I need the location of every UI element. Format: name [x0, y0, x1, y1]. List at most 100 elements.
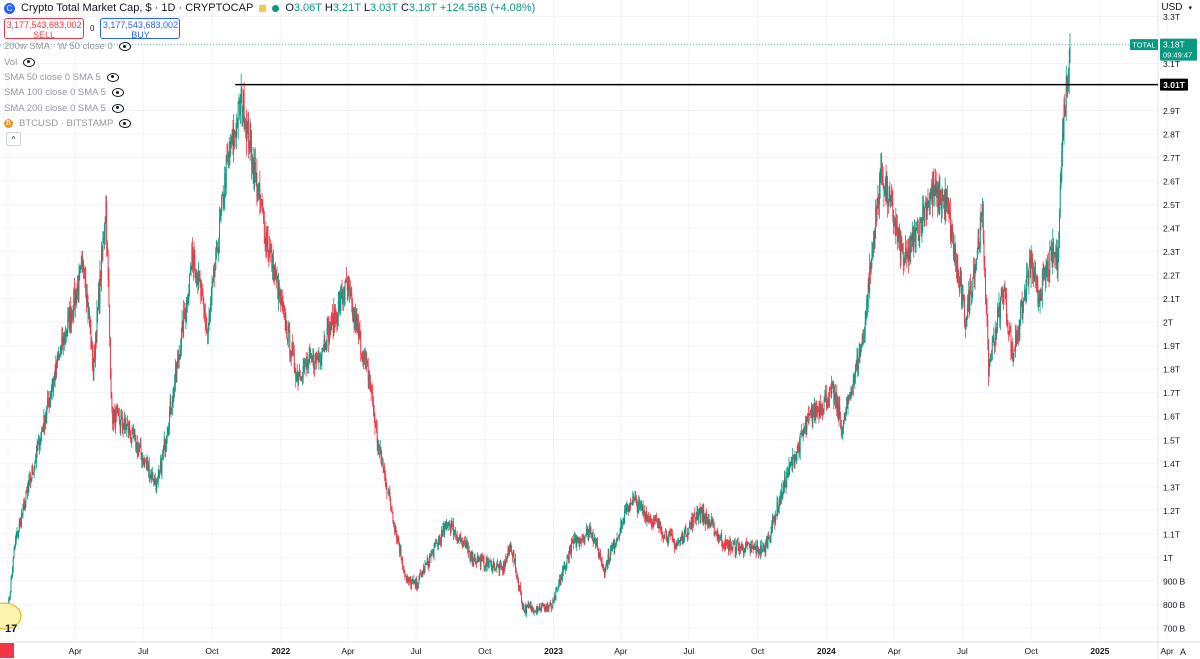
- indicator-200w-sma[interactable]: 200w SMA · W 50 close 0: [4, 39, 704, 54]
- candle-body: [999, 302, 1001, 319]
- candle-body: [72, 315, 74, 317]
- candle-body: [740, 544, 742, 548]
- candle-body: [883, 186, 885, 194]
- candle-body: [157, 475, 159, 482]
- sell-button[interactable]: 3,177,543,683,002 SELL: [4, 18, 84, 40]
- candle-body: [937, 184, 939, 209]
- compare-btcusd[interactable]: B BTCUSD · BITSTAMP: [4, 116, 704, 131]
- candle-body: [441, 530, 443, 532]
- candle-body: [114, 410, 116, 428]
- candle-body: [70, 308, 72, 324]
- candle-body: [590, 527, 592, 534]
- candle-body: [83, 262, 84, 273]
- candle-body: [230, 137, 232, 155]
- candle-body: [866, 299, 868, 313]
- eye-icon[interactable]: [111, 88, 124, 98]
- eye-icon[interactable]: [119, 119, 132, 129]
- candle-body: [89, 310, 90, 326]
- buy-button[interactable]: 3,177,543,683,002 BUY: [100, 18, 181, 40]
- candle-body: [231, 130, 233, 144]
- candle-body: [916, 221, 918, 228]
- candle-body: [572, 542, 574, 544]
- candle-body: [554, 595, 556, 600]
- candle-body: [652, 525, 654, 528]
- eye-icon[interactable]: [118, 42, 131, 52]
- candle-body: [786, 472, 788, 488]
- symbol-title[interactable]: Crypto Total Market Cap, $ · 1D · CRYPTO…: [21, 2, 254, 14]
- candle-body: [691, 517, 693, 525]
- market-status-icon[interactable]: [272, 4, 280, 12]
- candle-body: [794, 455, 796, 466]
- candle-body: [340, 292, 342, 293]
- eye-icon[interactable]: [111, 103, 124, 113]
- candle-body: [1057, 258, 1059, 271]
- candle-body: [429, 556, 431, 558]
- candle-body: [778, 507, 779, 513]
- y-tick-label: 900 B: [1163, 576, 1186, 586]
- candle-body: [792, 454, 794, 466]
- candle-body: [286, 321, 288, 338]
- flag-icon[interactable]: [259, 4, 267, 12]
- candle-body: [570, 545, 572, 554]
- candle-body: [897, 228, 899, 238]
- candle-body: [239, 101, 241, 115]
- auto-scale-button[interactable]: A: [1180, 647, 1186, 657]
- candle-body: [721, 534, 723, 542]
- candle-body: [953, 252, 955, 256]
- candle-body: [726, 542, 728, 544]
- candle-body: [313, 367, 315, 370]
- candle-body: [362, 357, 364, 365]
- candle-body: [418, 575, 420, 584]
- candle-body: [44, 414, 46, 428]
- collapse-legend-button[interactable]: ^: [6, 132, 21, 147]
- candle-body: [21, 514, 23, 516]
- indicator-sma-50[interactable]: SMA 50 close 0 SMA 5: [4, 70, 704, 85]
- candle-body: [54, 374, 56, 380]
- candle-body: [527, 605, 529, 607]
- eye-icon[interactable]: [23, 57, 36, 67]
- candle-body: [364, 352, 366, 361]
- candle-body: [502, 566, 504, 573]
- currency-selector[interactable]: USD ▾: [1161, 2, 1192, 13]
- indicator-sma-200[interactable]: SMA 200 close 0 SMA 5: [4, 101, 704, 116]
- spread-value: 0: [90, 24, 95, 33]
- candle-body: [272, 254, 274, 269]
- candle-body: [645, 512, 647, 521]
- candle-body: [977, 238, 979, 251]
- candle-body: [909, 248, 911, 253]
- candle-body: [209, 310, 211, 316]
- candle-body: [750, 546, 752, 551]
- candle-body: [176, 365, 178, 376]
- candle-body: [206, 327, 208, 330]
- eye-icon[interactable]: [106, 72, 119, 82]
- candle-body: [108, 278, 110, 306]
- candle-body: [146, 462, 148, 465]
- candle-body: [245, 123, 247, 141]
- candle-body: [1059, 213, 1060, 241]
- candle-body: [345, 279, 347, 282]
- candle-body: [737, 542, 739, 546]
- candle-body: [488, 563, 489, 566]
- indicator-vol[interactable]: Vol: [4, 54, 704, 69]
- candle-body: [659, 522, 661, 529]
- candle-body: [654, 519, 656, 522]
- candle-body: [332, 315, 334, 332]
- candle-body: [1003, 286, 1005, 291]
- candle-body: [716, 532, 718, 539]
- candle-body: [190, 268, 192, 272]
- candle-body: [875, 207, 877, 214]
- candle-body: [221, 195, 223, 209]
- candle-body: [87, 295, 89, 314]
- indicator-sma-100[interactable]: SMA 100 close 0 SMA 5: [4, 85, 704, 100]
- candle-body: [562, 568, 564, 571]
- candle-body: [105, 202, 107, 223]
- candle-body: [186, 297, 188, 303]
- candle-body: [644, 511, 646, 520]
- candle-body: [419, 573, 421, 576]
- candle-body: [952, 227, 954, 237]
- candle-body: [671, 534, 673, 538]
- candle-body: [257, 194, 259, 197]
- candle-body: [871, 254, 873, 260]
- candle-body: [869, 266, 871, 293]
